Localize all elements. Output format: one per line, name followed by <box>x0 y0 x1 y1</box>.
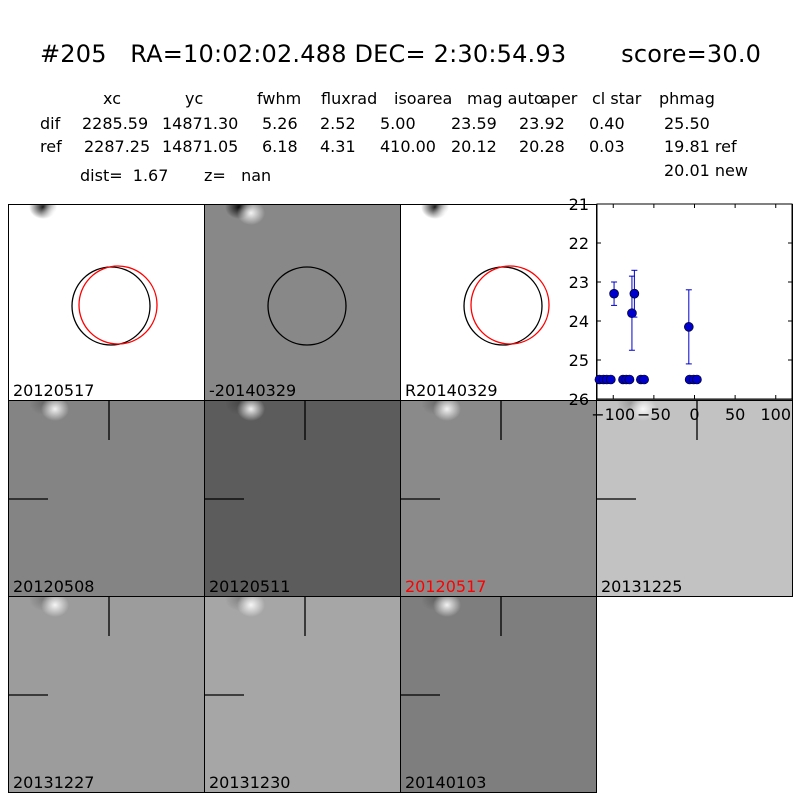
thumbnail-cell: 20120517 <box>400 400 597 597</box>
thumbnail-image <box>421 205 550 346</box>
column-header: xc <box>103 89 121 108</box>
x-tick-label: −100 <box>591 405 635 424</box>
thumbnail-cell: 20120508 <box>8 400 205 597</box>
thumbnail-image <box>205 597 306 696</box>
data-point <box>606 374 616 385</box>
thumbnail-cell: 20120511 <box>204 400 401 597</box>
neighbor-star-bright <box>629 401 657 421</box>
phmag-new: 20.01 new <box>664 161 748 180</box>
dist-line: dist= 1.67 z= nan <box>80 166 272 185</box>
row-value: 410.00 <box>380 137 436 156</box>
thumbnail-date-label: -20140329 <box>209 381 297 400</box>
row-value: 20.28 <box>519 137 565 156</box>
row-value: 5.26 <box>262 114 298 133</box>
neighbor-star-bright <box>41 401 69 421</box>
column-header: mag auto <box>467 89 544 108</box>
row-value: 5.00 <box>380 114 416 133</box>
thumbnail-date-label: 20131225 <box>601 577 683 596</box>
thumbnail-date-label: 20131230 <box>209 773 291 792</box>
data-point <box>627 308 637 319</box>
thumbnail-cell: 20140103 <box>400 596 597 793</box>
data-point <box>624 374 635 385</box>
neighbor-star-bright <box>237 401 265 421</box>
row-value: 25.50 <box>664 114 710 133</box>
row-value: 2287.25 <box>84 137 151 156</box>
row-name: dif <box>40 114 61 133</box>
thumbnail-date-label: R20140329 <box>405 381 498 400</box>
data-point <box>629 288 640 299</box>
row-value: 14871.05 <box>162 137 239 156</box>
column-header: fwhm <box>257 89 302 108</box>
neighbor-star-bright <box>41 597 69 617</box>
thumbnail-cell: 20131230 <box>204 596 401 793</box>
aperture-circle-ref <box>470 265 550 345</box>
neighbor-star-bright <box>237 205 265 225</box>
x-tick-label: 100 <box>760 405 791 424</box>
row-value: 2.52 <box>320 114 356 133</box>
y-tick-label: 24 <box>569 312 589 331</box>
thumbnail-cell: -20140329 <box>204 204 401 401</box>
row-value: 19.81 ref <box>664 137 737 156</box>
row-value: 6.18 <box>262 137 298 156</box>
neighbor-star-bright <box>237 597 265 617</box>
thumbnail-image <box>401 401 502 500</box>
plot-frame <box>596 203 793 400</box>
row-value: 20.12 <box>451 137 497 156</box>
thumbnail-image <box>225 205 347 346</box>
x-tick-label: −50 <box>637 405 671 424</box>
thumbnail-image <box>29 205 158 346</box>
thumbnail-cell: 20131225 <box>596 400 793 597</box>
row-name: ref <box>40 137 62 156</box>
data-point <box>684 322 694 332</box>
column-header: cl star <box>592 89 642 108</box>
thumbnail-image <box>597 401 698 500</box>
row-value: 0.03 <box>589 137 625 156</box>
column-header: isoarea <box>394 89 453 108</box>
row-value: 23.92 <box>519 114 565 133</box>
data-point <box>692 374 702 385</box>
x-tick-label: 50 <box>725 405 745 424</box>
row-value: 23.59 <box>451 114 497 133</box>
thumbnail-image <box>401 597 502 696</box>
page-title: #205 RA=10:02:02.488 DEC= 2:30:54.93 sco… <box>40 40 762 68</box>
row-value: 0.40 <box>589 114 625 133</box>
aperture-circle <box>267 266 347 346</box>
data-point <box>639 374 649 385</box>
neighbor-star-bright <box>433 205 461 225</box>
y-tick-label: 23 <box>569 273 589 292</box>
thumbnail-date-label: 20120517 <box>405 577 487 596</box>
aperture-circle-ref <box>78 265 158 345</box>
data-point <box>609 288 619 299</box>
thumbnail-image <box>9 401 110 500</box>
thumbnail-image <box>205 401 306 500</box>
thumbnail-cell: 20120517 <box>8 204 205 401</box>
thumbnail-image <box>9 597 110 696</box>
thumbnail-cell: R20140329 <box>400 204 597 401</box>
y-tick-label: 26 <box>569 390 589 409</box>
column-header: aper <box>541 89 578 108</box>
column-header: phmag <box>659 89 715 108</box>
y-tick-label: 21 <box>569 195 589 214</box>
thumbnail-date-label: 20120517 <box>13 381 95 400</box>
y-tick-label: 25 <box>569 351 589 370</box>
column-header: yc <box>185 89 204 108</box>
row-value: 14871.30 <box>162 114 239 133</box>
thumbnail-date-label: 20140103 <box>405 773 487 792</box>
y-tick-label: 22 <box>569 234 589 253</box>
thumbnail-date-label: 20120511 <box>209 577 291 596</box>
thumbnail-date-label: 20131227 <box>13 773 95 792</box>
neighbor-star-bright <box>41 205 69 225</box>
x-tick-label: 0 <box>689 405 699 424</box>
row-value: 4.31 <box>320 137 356 156</box>
thumbnail-date-label: 20120508 <box>13 577 95 596</box>
column-header: fluxrad <box>321 89 378 108</box>
neighbor-star-bright <box>433 597 461 617</box>
neighbor-star-bright <box>433 401 461 421</box>
thumbnail-cell: 20131227 <box>8 596 205 793</box>
row-value: 2285.59 <box>82 114 149 133</box>
